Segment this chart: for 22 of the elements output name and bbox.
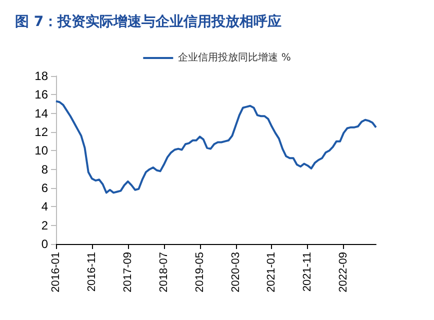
x-tick-label: 2021-01 — [266, 252, 278, 292]
y-tick-label: 6 — [41, 181, 48, 195]
legend-label: 企业信用投放同比增速 % — [178, 52, 291, 64]
x-tick-label: 2019-05 — [194, 252, 206, 292]
line-series — [55, 100, 377, 194]
y-tick-label: 18 — [34, 69, 48, 83]
x-tick-label: 2020-03 — [230, 252, 242, 292]
x-tick-label: 2021-11 — [302, 252, 314, 292]
x-tick-label: 2017-09 — [122, 252, 134, 292]
y-tick-label: 8 — [41, 162, 48, 176]
x-tick-label: 2016-01 — [50, 252, 62, 292]
y-tick-label: 14 — [34, 106, 48, 120]
y-tick-label: 0 — [41, 237, 48, 251]
y-tick-label: 10 — [34, 144, 48, 158]
x-tick-label: 2016-11 — [86, 252, 98, 292]
x-tick-label: 2018-07 — [158, 252, 170, 292]
y-tick-label: 12 — [34, 125, 48, 139]
chart-title: 图 7：投资实际增速与企业信用投放相呼应 — [15, 13, 282, 30]
y-tick-label: 2 — [41, 218, 48, 232]
y-tick-label: 4 — [41, 200, 48, 214]
y-tick-label: 16 — [34, 88, 48, 102]
x-tick-label: 2022-09 — [338, 252, 350, 292]
